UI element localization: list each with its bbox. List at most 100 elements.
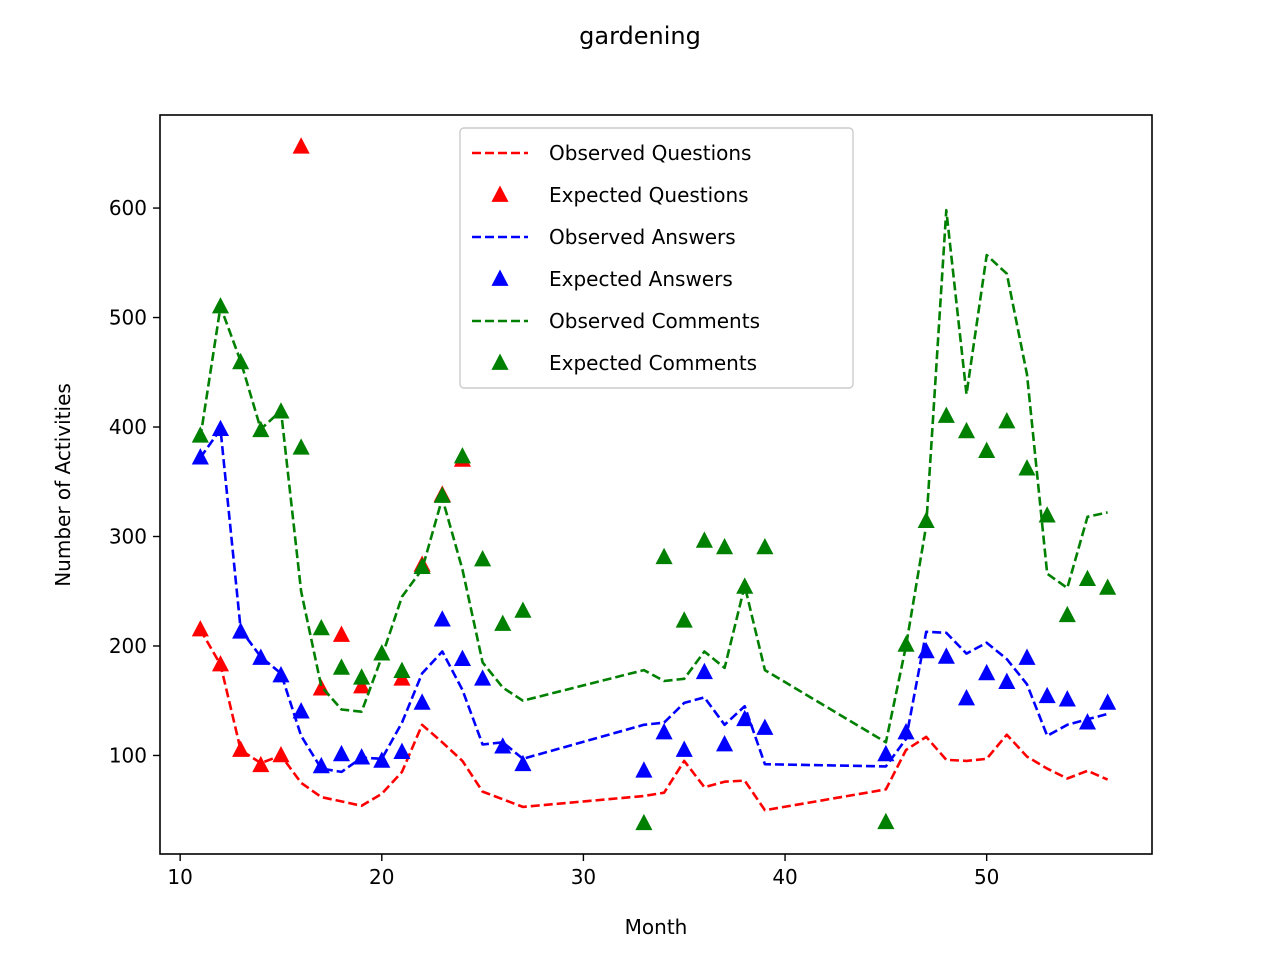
y-tick-label: 400 — [109, 415, 147, 439]
y-axis-label: Number of Activities — [51, 383, 75, 587]
chart-title: gardening — [579, 22, 701, 50]
expected-answers-point — [635, 761, 653, 778]
expected-answers-point — [736, 709, 754, 727]
y-tick-label: 500 — [109, 306, 147, 330]
y-tick-label: 200 — [109, 634, 147, 658]
expected-comments-point — [998, 412, 1016, 429]
expected-comments-point — [1099, 578, 1117, 595]
expected-answers-point — [978, 663, 996, 681]
expected-comments-point — [957, 421, 976, 439]
x-tick-label: 40 — [772, 865, 797, 889]
plot-frame — [159, 114, 1153, 855]
expected-answers-point — [232, 622, 250, 639]
series-expected-answers — [191, 419, 1117, 778]
expected-comments-point — [736, 577, 754, 594]
series-observed-comments — [199, 208, 1108, 744]
expected-answers-point — [393, 742, 411, 760]
expected-comments-point — [917, 511, 935, 529]
expected-answers-point — [373, 751, 391, 768]
series-observed-questions — [199, 628, 1109, 812]
expected-comments-point — [191, 426, 209, 443]
expected-comments-point — [635, 813, 653, 831]
observed-answers-line — [199, 427, 1108, 774]
expected-comments-point — [978, 441, 996, 458]
expected-comments-point — [756, 537, 774, 555]
expected-comments-point — [695, 531, 713, 548]
expected-comments-point — [716, 537, 734, 555]
y-tick-label: 600 — [109, 196, 147, 220]
expected-answers-point — [453, 649, 471, 666]
expected-answers-point — [332, 744, 351, 762]
x-axis-label: Month — [625, 915, 688, 939]
legend: Observed Questions Expected Questions Obse… — [459, 127, 854, 389]
x-tick-label: 10 — [167, 865, 192, 889]
legend-label: Expected Comments — [549, 351, 757, 375]
series-observed-answers — [199, 427, 1108, 774]
series-layer — [191, 137, 1117, 831]
expected-questions-point — [211, 655, 230, 672]
expected-answers-point — [211, 419, 230, 437]
expected-questions-point — [292, 137, 310, 154]
expected-answers-point — [1018, 648, 1036, 665]
expected-comments-point — [373, 644, 391, 661]
expected-comments-point — [655, 547, 673, 565]
legend-label: Expected Questions — [549, 183, 749, 207]
legend-swatch — [491, 185, 509, 202]
expected-answers-point — [413, 693, 431, 710]
expected-questions-point — [272, 745, 290, 763]
expected-answers-point — [474, 669, 492, 686]
expected-comments-point — [272, 402, 290, 419]
x-tick-label: 50 — [974, 865, 999, 889]
expected-comments-point — [494, 614, 512, 631]
expected-answers-point — [998, 672, 1016, 689]
expected-answers-point — [433, 610, 451, 627]
expected-comments-point — [675, 611, 693, 628]
expected-answers-point — [353, 748, 371, 765]
expected-comments-point — [292, 438, 310, 455]
expected-comments-point — [897, 635, 915, 652]
series-expected-comments — [191, 297, 1117, 831]
legend-label: Observed Answers — [549, 225, 736, 249]
expected-questions-point — [332, 625, 351, 642]
legend-label: Expected Answers — [549, 267, 733, 291]
expected-comments-point — [353, 668, 371, 685]
expected-comments-point — [252, 420, 270, 438]
legend-label: Observed Questions — [549, 141, 751, 165]
expected-comments-point — [433, 486, 451, 503]
y-axis: 100 200 300 400 500 600 — [109, 196, 160, 767]
expected-questions-point — [232, 740, 250, 757]
expected-comments-point — [937, 406, 955, 423]
expected-comments-point — [1058, 605, 1076, 623]
expected-answers-point — [191, 448, 209, 465]
legend-swatch — [491, 269, 509, 286]
expected-comments-point — [232, 352, 250, 370]
expected-answers-point — [716, 735, 734, 752]
legend-swatch — [491, 353, 509, 370]
expected-answers-point — [312, 756, 330, 774]
expected-answers-point — [272, 666, 290, 683]
expected-questions-point — [353, 676, 371, 694]
expected-answers-point — [937, 647, 955, 664]
expected-comments-point — [1018, 459, 1036, 476]
expected-questions-point — [252, 755, 270, 773]
expected-questions-point — [191, 620, 209, 637]
x-axis: 10 20 30 40 50 — [167, 854, 999, 889]
x-tick-label: 20 — [369, 865, 394, 889]
observed-comments-line — [199, 208, 1108, 744]
expected-comments-point — [453, 447, 471, 464]
expected-answers-point — [292, 702, 310, 719]
expected-answers-point — [1078, 713, 1097, 730]
y-tick-label: 100 — [109, 743, 147, 767]
observed-questions-line — [199, 628, 1109, 812]
expected-answers-point — [1058, 690, 1076, 707]
legend-label: Observed Comments — [549, 309, 760, 333]
expected-answers-point — [494, 737, 512, 754]
expected-answers-point — [957, 689, 976, 706]
expected-comments-point — [1078, 569, 1097, 587]
expected-comments-point — [1038, 506, 1056, 523]
x-tick-label: 30 — [571, 865, 596, 889]
expected-answers-point — [897, 722, 915, 740]
expected-comments-point — [393, 661, 411, 679]
expected-answers-point — [756, 718, 774, 735]
